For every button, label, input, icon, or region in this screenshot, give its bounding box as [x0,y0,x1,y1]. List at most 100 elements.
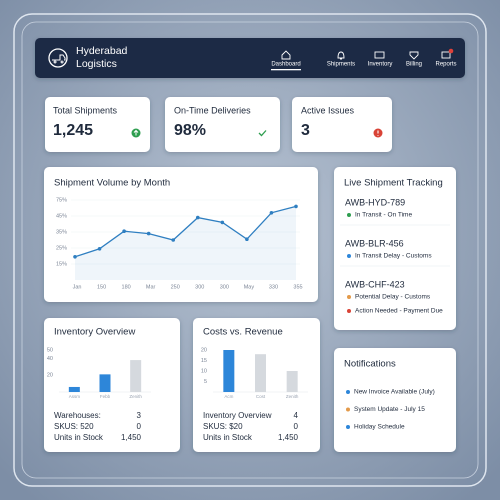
point [245,237,249,241]
nav-icon [409,51,419,60]
stat-value: 1,450 [278,433,299,442]
point [294,204,298,209]
point [73,254,77,259]
y-tick-label: 15 [201,358,207,364]
notification-text: New Invoice Available (July) [354,389,435,396]
x-label: 330 [269,284,278,290]
y-tick-label: 10 [201,368,207,374]
frame [13,13,487,487]
brand: Hyderabad [76,45,128,57]
status-dot [347,213,351,217]
point [220,220,225,225]
status-dot [347,309,351,313]
x-tick-label: Cost [256,394,266,399]
kpi-value: 98% [174,122,206,139]
stat-value: 3 [137,411,142,420]
stat-label: Inventory Overview [203,411,272,420]
y-tick-label: 5 [204,379,207,385]
notification-text: System Update - July 15 [354,406,425,413]
bar [130,360,142,392]
y-tick-label: 40 [47,356,53,362]
x-label: 250 [171,284,180,290]
stat-label: SKUS: 520 [54,422,94,431]
stat-label: SKUS: $20 [203,422,243,431]
point [171,238,176,242]
stat-value: 1,450 [121,433,142,442]
status-text: Potential Delay - Customs [355,294,431,301]
check-icon [258,130,267,137]
bar [68,386,80,392]
nav-bar [35,38,465,78]
bar [223,350,235,392]
bar [286,371,298,392]
x-tick-label: Febb [100,394,111,399]
x-tick-label: Assm [69,394,81,399]
x-label: 300 [220,284,229,290]
y-label: 25% [56,245,67,251]
point [122,229,126,233]
x-tick-label: Zenith [129,394,142,399]
bar [99,374,111,392]
kpi-label: Active Issues [301,105,355,115]
up-arrow [133,129,139,136]
nav-item[interactable]: Shipments [327,62,355,68]
nav-icon [441,51,451,59]
shipment-id: AWB-HYD-789 [345,197,405,207]
status-dot [347,295,351,299]
y-label: 45% [56,213,67,219]
logo [48,48,68,68]
status-text: Action Needed - Payment Due [355,308,443,315]
point [269,211,274,215]
nav-item[interactable]: Reports [435,62,456,68]
x-label: 150 [97,284,106,290]
notification-text: Holiday Schedule [354,424,405,431]
area [75,206,296,280]
stat-label: Units in Stock [54,433,104,442]
bar [255,354,266,392]
card-title: Shipment Volume by Month [54,178,170,189]
x-label: Jan [73,284,82,290]
brand: Logistics [76,58,117,70]
badge [448,48,454,54]
frame [21,21,479,479]
x-label: May [244,284,255,290]
shipment-id: AWB-CHF-423 [345,279,405,289]
y-label: 15% [56,261,67,267]
notification-dot [346,390,350,394]
y-tick-label: 20 [47,373,53,379]
stat-label: Warehouses: [54,411,101,420]
status-text: In Transit - On Time [355,212,412,219]
x-label: Mar [146,284,156,290]
y-label: 75% [56,197,67,203]
nav-item[interactable]: Billing [406,62,422,68]
kpi-value: 1,245 [53,122,93,139]
kpi-value: 3 [301,122,310,139]
chart-card [44,318,180,452]
x-label: 180 [122,284,131,290]
stat-label: Units in Stock [203,433,253,442]
y-tick-label: 50 [47,347,53,353]
card-title: Live Shipment Tracking [344,178,443,189]
chart-card [44,167,318,302]
active-indicator [271,69,301,71]
x-tick-label: Acm [224,394,233,399]
nav-item[interactable]: Dashboard [271,62,300,68]
nav-icon [281,50,291,60]
nav-item[interactable]: Inventory [368,62,393,68]
y-tick-label: 20 [201,347,207,353]
stat-value: 0 [294,422,299,431]
stat-value: 0 [137,422,142,431]
card-title: Costs vs. Revenue [203,327,283,338]
notifications-card [334,348,456,452]
logo-truck [52,54,66,64]
line [74,205,297,258]
nav: Dashboard Shipments Inventory Billing Re… [271,48,457,71]
notification-dot [346,407,350,412]
x-label: 355 [293,284,302,290]
kpi-card [292,97,392,152]
notification-dot [346,425,350,429]
status-text: In Transit Delay - Customs [355,253,432,260]
stat-value: 4 [294,411,299,420]
card-title: Notifications [344,359,396,370]
